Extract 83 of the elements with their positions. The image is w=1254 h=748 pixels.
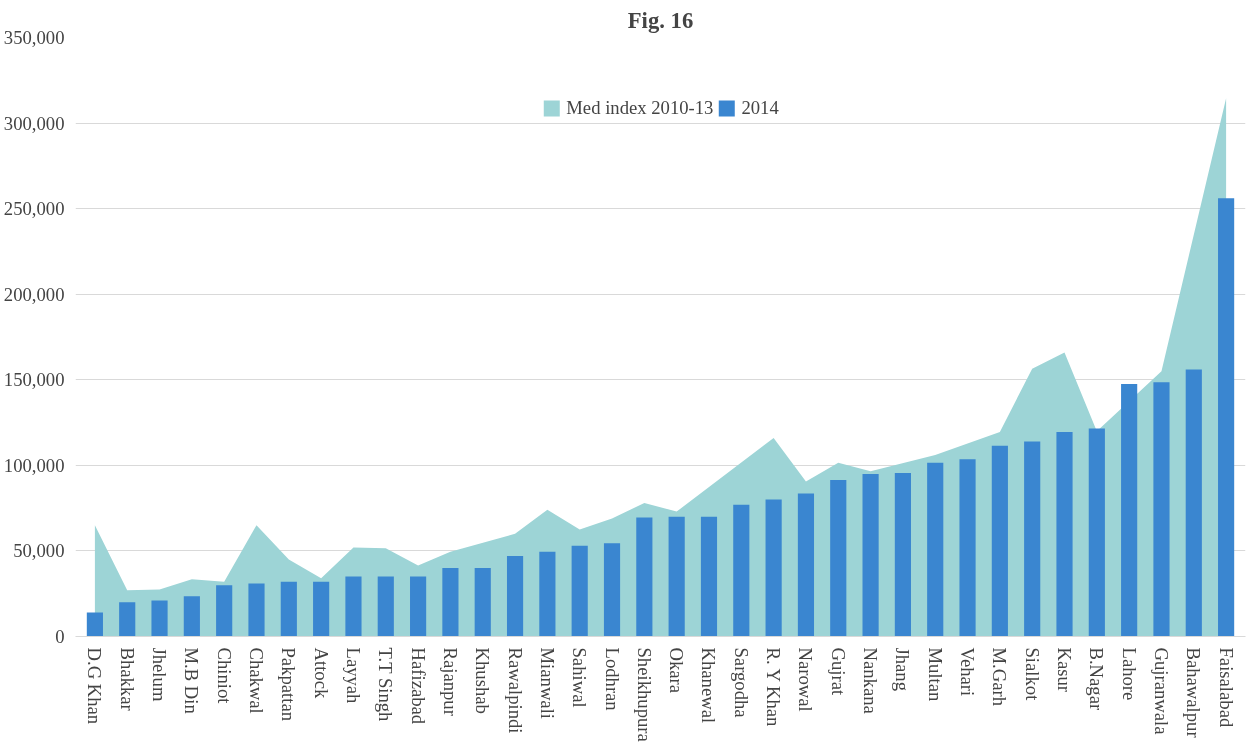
x-tick-label: Bahawalpur [1183,647,1205,739]
bar [248,583,265,637]
y-tick-label: 300,000 [3,112,65,134]
x-tick-label: Gujranwala [1150,647,1172,736]
x-tick-label: Layyah [342,647,364,705]
x-tick-label: Jhang [892,647,914,692]
y-tick-label: 350,000 [3,27,65,48]
x-tick-label: Narowal [795,647,817,712]
x-tick-label: Chakwal [245,647,267,714]
bar [442,568,459,637]
bar [539,551,556,637]
x-tick-label: Multan [924,647,946,703]
y-tick-label: 200,000 [3,283,65,305]
x-tick-label: Sheikhupura [633,647,655,743]
x-tick-label: Gujrat [827,647,849,696]
y-tick-label: 150,000 [3,369,65,391]
x-tick-label: Pakpattan [278,647,300,722]
bar [668,516,685,637]
bar [280,581,297,637]
bar [86,612,103,637]
x-tick-label: Rajanpur [439,647,461,717]
x-tick-label: R. Y Khan [763,647,785,728]
x-tick-label: Lodhran [601,647,623,712]
x-tick-label: Khanewal [698,647,720,724]
bar [1218,198,1235,637]
bar [927,462,944,637]
bar [313,581,330,637]
bar [862,473,879,637]
bar [959,459,976,637]
bar [410,576,427,637]
x-tick-label: D.G Khan [84,647,106,725]
chart-title: Fig. 16 [627,7,694,33]
x-tick-label: T.T Singh [375,647,397,723]
x-tick-label: Okara [666,647,688,694]
bar [377,576,394,637]
x-tick-label: Khushab [472,647,494,714]
bar [571,545,588,637]
x-tick-label: M.B Din [181,647,203,715]
bar [797,493,815,637]
x-tick-label: Faisalabad [1215,647,1237,728]
x-tick-label: Kasur [1054,647,1076,693]
x-tick-label: Rawalpindi [504,647,526,734]
y-tick-label: 0 [55,626,65,647]
x-tick-label: Sahiwal [569,647,591,708]
bar [151,600,168,637]
bar [119,602,136,637]
bar [1024,441,1041,637]
x-tick-label: B.Nagar [1086,647,1108,711]
bar [216,585,233,637]
bar [603,543,621,637]
bar [991,445,1008,637]
bar [1056,431,1073,637]
bar [474,568,491,637]
x-tick-label: Attock [310,647,332,699]
bar [1088,428,1105,637]
x-tick-label: Mianwali [536,647,558,720]
bar [765,499,782,637]
bar [345,576,362,637]
bar [894,473,911,637]
legend-label: Med index 2010-13 [566,97,714,119]
x-tick-label: Hafizabad [407,647,429,725]
y-tick-label: 250,000 [3,198,65,220]
bar [1185,369,1202,637]
x-tick-label: Sialkot [1021,647,1043,702]
bar [830,479,847,637]
x-tick-label: Chiniot [213,647,235,705]
x-tick-label: M.Garh [989,647,1011,707]
bar [183,596,200,637]
bar [636,517,653,637]
bar [1153,382,1170,637]
y-tick-label: 50,000 [13,540,65,562]
y-tick-label: 100,000 [3,454,65,476]
legend-label: 2014 [741,97,779,119]
bar [1121,384,1138,637]
x-tick-label: Nankana [860,647,882,715]
x-tick-label: Sargodha [730,647,752,719]
x-tick-label: Vehari [957,647,979,697]
x-tick-label: Bhakkar [116,647,138,712]
bar [506,556,524,637]
x-tick-label: Jhelum [149,647,171,702]
bar [733,504,750,637]
x-tick-label: Lahore [1118,647,1140,701]
bar [700,516,718,637]
